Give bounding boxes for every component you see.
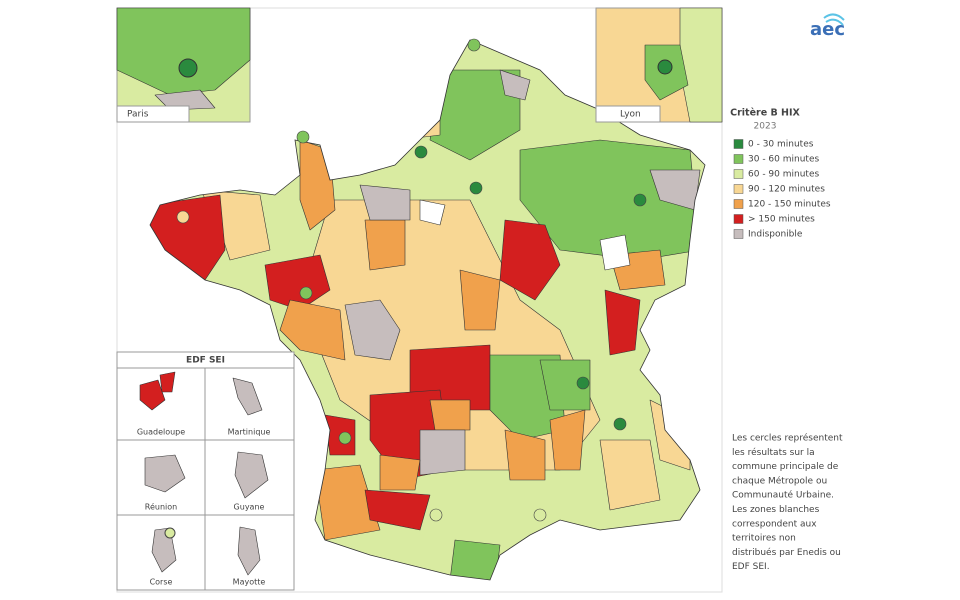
territory-shape bbox=[237, 526, 261, 576]
logo: aec bbox=[810, 19, 845, 40]
edf-sei-inset: EDF SEI Guadeloupe Martinique Réunion Guyan… bbox=[116, 351, 295, 591]
city-circle bbox=[576, 376, 590, 390]
legend-label: 60 - 90 minutes bbox=[748, 170, 819, 180]
legend-label: 30 - 60 minutes bbox=[748, 155, 819, 165]
region bbox=[419, 429, 466, 476]
note-line: territoires non bbox=[732, 534, 796, 544]
city-circle bbox=[429, 508, 443, 522]
legend-label: 0 - 30 minutes bbox=[748, 140, 814, 150]
region bbox=[116, 7, 251, 96]
city-circle bbox=[657, 59, 673, 75]
note: Les cercles représentent les résultats su… bbox=[732, 433, 843, 573]
region bbox=[314, 464, 381, 541]
note-line: EDF SEI. bbox=[732, 562, 770, 572]
legend-swatch bbox=[733, 199, 744, 209]
inset-label: Lyon bbox=[620, 110, 641, 120]
inset-title: EDF SEI bbox=[186, 356, 225, 366]
city-circle bbox=[296, 130, 310, 144]
legend-swatch bbox=[733, 139, 744, 149]
region bbox=[429, 399, 471, 431]
legend-swatch bbox=[733, 184, 744, 194]
region bbox=[359, 184, 411, 221]
note-line: Communauté Urbaine. bbox=[732, 490, 834, 501]
region bbox=[279, 299, 346, 361]
territory-label: Guadeloupe bbox=[137, 428, 185, 437]
region bbox=[504, 429, 546, 481]
legend-swatch bbox=[733, 214, 744, 224]
inset-label: Paris bbox=[127, 110, 149, 120]
note-line: Les zones blanches bbox=[732, 505, 820, 515]
inset-label-box bbox=[595, 105, 661, 123]
territory-label: Corse bbox=[150, 578, 173, 587]
city-circle bbox=[414, 145, 428, 159]
region bbox=[364, 489, 431, 531]
note-line: Les cercles représentent bbox=[732, 433, 843, 444]
territory-shape bbox=[144, 454, 186, 493]
note-line: correspondent aux bbox=[732, 519, 817, 529]
legend-title: Critère B HIX bbox=[730, 108, 800, 119]
region bbox=[499, 219, 561, 301]
white-zone bbox=[419, 199, 446, 226]
legend-swatch bbox=[733, 154, 744, 164]
region bbox=[379, 454, 421, 491]
region bbox=[499, 69, 531, 101]
city-circle bbox=[338, 431, 352, 445]
city-circle bbox=[469, 181, 483, 195]
territory-shape bbox=[139, 379, 166, 411]
legend-year: 2023 bbox=[754, 122, 777, 132]
region bbox=[459, 269, 501, 331]
logo-wave bbox=[823, 13, 845, 26]
city-circle bbox=[467, 38, 481, 52]
legend-label: Indisponible bbox=[748, 230, 803, 240]
territory-shape bbox=[234, 451, 269, 499]
city-circle bbox=[299, 286, 313, 300]
city-circle bbox=[533, 508, 547, 522]
region bbox=[449, 539, 501, 580]
region bbox=[364, 219, 406, 271]
white-zone bbox=[599, 234, 631, 271]
territory-shape bbox=[159, 371, 176, 393]
note-line: commune principale de bbox=[732, 462, 839, 472]
territory-label: Réunion bbox=[145, 502, 177, 512]
legend: 0 - 30 minutes 30 - 60 minutes 60 - 90 min… bbox=[733, 139, 831, 240]
lyon-inset: Lyon bbox=[595, 7, 723, 123]
note-line: les résultats sur la bbox=[732, 447, 815, 458]
note-line: chaque Métropole ou bbox=[732, 475, 827, 486]
region bbox=[344, 299, 401, 361]
region bbox=[264, 254, 331, 311]
region bbox=[549, 409, 586, 471]
city-circle bbox=[613, 417, 627, 431]
legend-label: 120 - 150 minutes bbox=[748, 200, 831, 210]
inset-label-box bbox=[116, 105, 190, 123]
territory-label: Martinique bbox=[228, 428, 271, 437]
region bbox=[604, 289, 641, 356]
city-circle bbox=[633, 193, 647, 207]
note-line: distribués par Enedis ou bbox=[732, 547, 841, 558]
legend-swatch bbox=[733, 229, 744, 239]
region bbox=[154, 89, 216, 111]
legend-swatch bbox=[733, 169, 744, 179]
territory-label: Guyane bbox=[234, 503, 265, 512]
city-circle bbox=[176, 210, 190, 224]
legend-label: 90 - 120 minutes bbox=[748, 185, 825, 195]
paris-inset: Paris bbox=[116, 7, 251, 123]
legend-label: > 150 minutes bbox=[748, 215, 815, 225]
territory-shape bbox=[232, 377, 263, 416]
region bbox=[599, 439, 661, 511]
territory-label: Mayotte bbox=[233, 578, 266, 587]
city-circle bbox=[164, 527, 176, 539]
city-circles bbox=[176, 38, 647, 522]
city-circle bbox=[178, 58, 198, 78]
france-outline bbox=[149, 39, 706, 581]
region bbox=[539, 359, 591, 411]
